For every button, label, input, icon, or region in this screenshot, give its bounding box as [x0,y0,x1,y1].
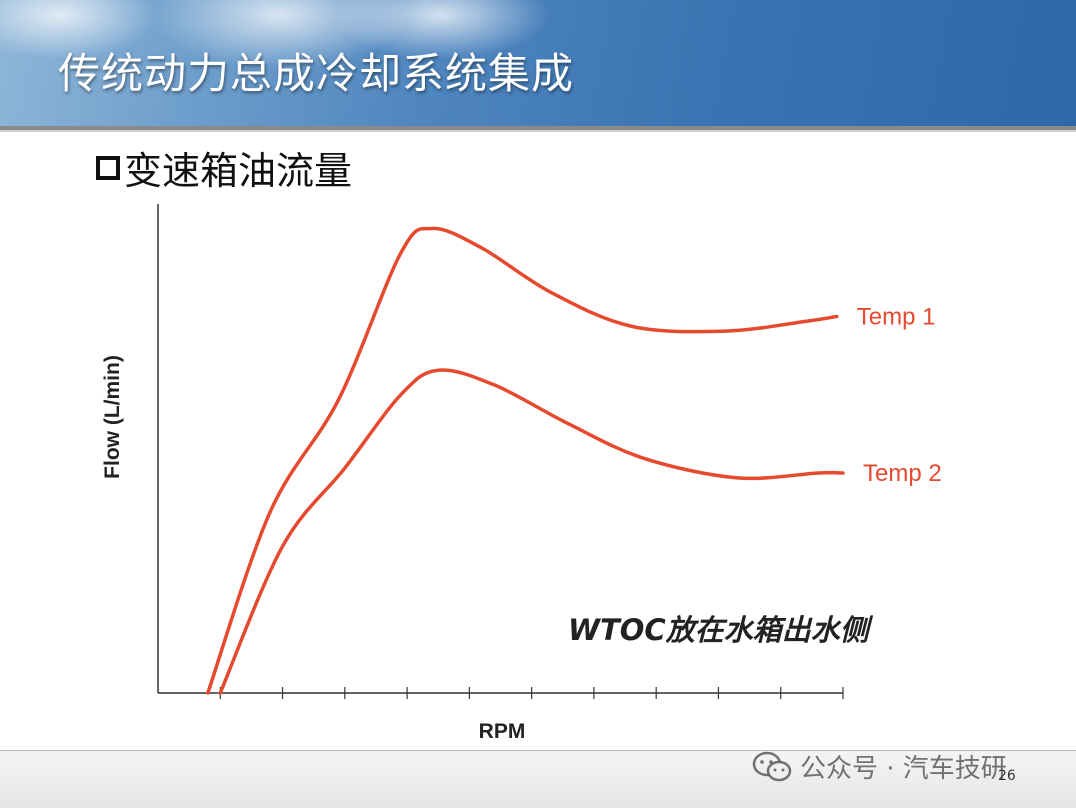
watermark: 公众号 · 汽车技研 [752,748,1007,785]
wechat-icon [752,751,792,781]
x-axis-ticks [219,687,844,699]
slide-header: 传统动力总成冷却系统集成 [0,0,1076,126]
series-label-2: Temp 2 [863,460,942,487]
slide-footer [0,750,1076,808]
y-axis-label: Flow (L/min) [101,355,124,479]
section-heading: 变速箱油流量 [96,140,352,195]
watermark-text: 公众号 · 汽车技研 [800,754,1007,784]
series-label-1: Temp 1 [857,303,936,330]
header-divider [0,126,1076,130]
slide-title: 传统动力总成冷却系统集成 [58,49,575,98]
chart-annotation: WTOC放在水箱出水侧 [568,613,874,647]
series-line-2 [218,368,845,695]
series-line-1 [206,226,839,695]
page-number: 26 [998,768,1016,784]
x-axis-label: RPM [479,720,526,743]
series-labels: Temp 1 Temp 2 [857,303,942,486]
square-bullet-icon [96,155,120,180]
series-lines [206,226,845,695]
section-heading-text: 变速箱油流量 [124,149,353,193]
header-divider-light [0,130,1076,132]
